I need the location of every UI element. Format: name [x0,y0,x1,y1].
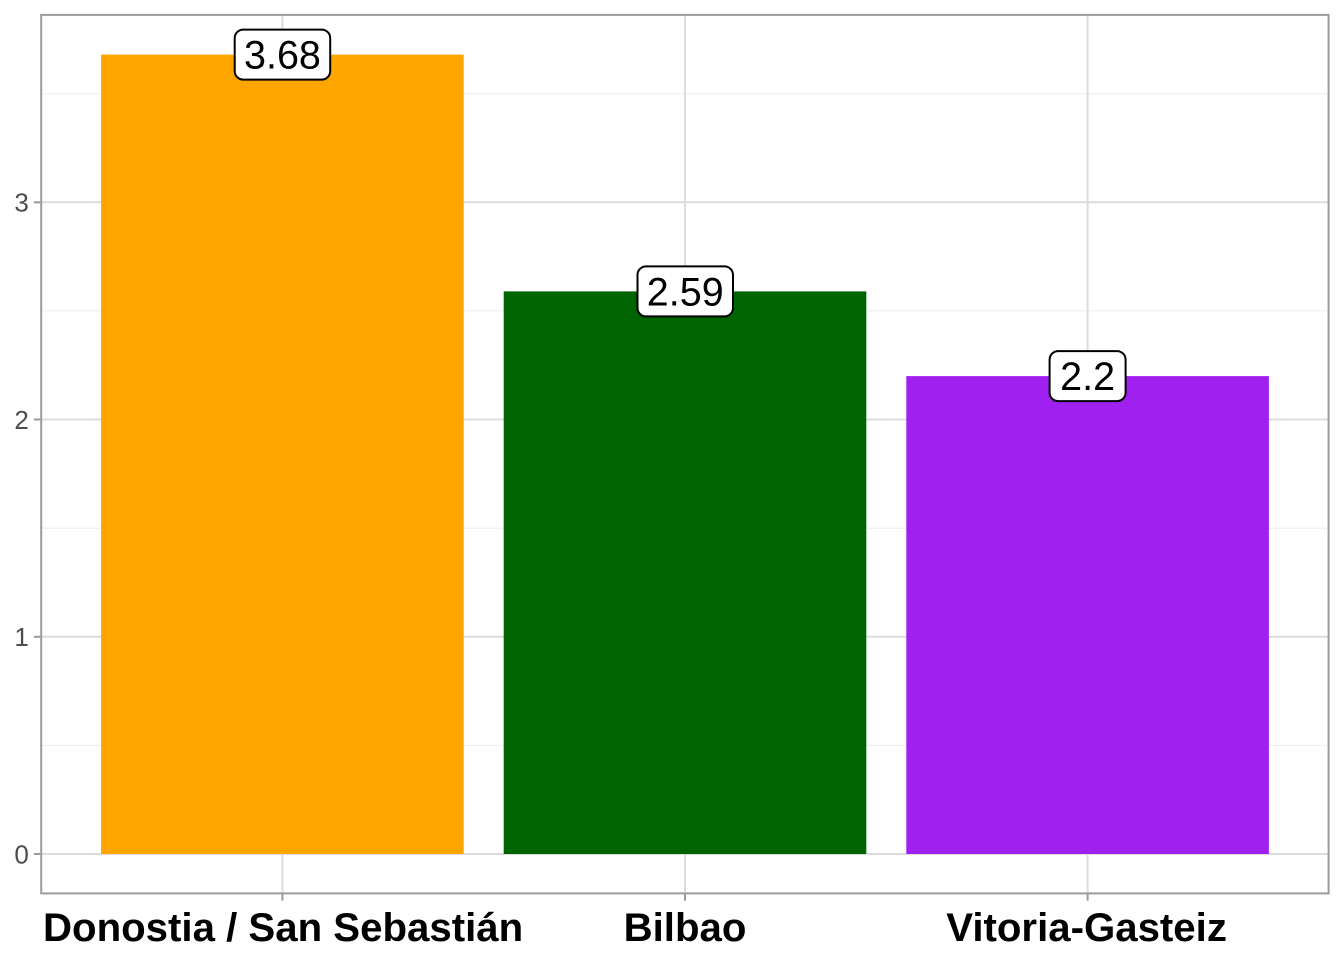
svg-text:Donostia / San Sebastián: Donostia / San Sebastián [43,905,523,950]
svg-text:3: 3 [14,188,28,218]
svg-text:Bilbao: Bilbao [624,905,747,950]
svg-text:2.59: 2.59 [647,270,724,314]
svg-text:2: 2 [14,405,28,435]
svg-text:2.2: 2.2 [1060,355,1115,399]
svg-text:3.68: 3.68 [244,34,321,78]
svg-text:1: 1 [14,622,28,652]
svg-text:Vitoria-Gasteiz: Vitoria-Gasteiz [946,905,1227,950]
svg-text:0: 0 [14,839,28,869]
